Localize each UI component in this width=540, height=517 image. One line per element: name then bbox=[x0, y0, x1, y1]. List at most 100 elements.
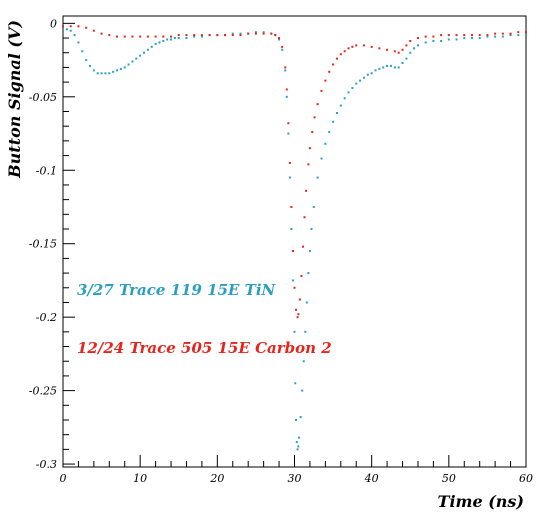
y-axis-ticks: 0 -0.05 -0.1 -0.15 -0.2 -0.25 -0.3 bbox=[29, 17, 75, 471]
data-point bbox=[332, 120, 335, 123]
data-point bbox=[193, 35, 196, 38]
data-point bbox=[108, 34, 111, 37]
data-point bbox=[285, 88, 288, 91]
data-point bbox=[116, 35, 119, 38]
data-point bbox=[104, 72, 107, 75]
data-point bbox=[231, 32, 234, 35]
data-point bbox=[173, 37, 176, 40]
data-point bbox=[308, 250, 311, 253]
data-point bbox=[135, 57, 138, 60]
data-point bbox=[247, 32, 250, 35]
data-point bbox=[486, 35, 489, 38]
data-point bbox=[224, 34, 227, 37]
data-point bbox=[320, 89, 323, 92]
data-point bbox=[300, 275, 303, 278]
data-point bbox=[370, 45, 373, 48]
data-point bbox=[291, 279, 294, 282]
data-point bbox=[293, 330, 296, 333]
data-point bbox=[177, 34, 180, 37]
data-point bbox=[478, 37, 481, 40]
data-point bbox=[382, 66, 385, 69]
y-axis-title: Button Signal (V) bbox=[5, 20, 24, 179]
data-point bbox=[139, 54, 142, 57]
data-point bbox=[362, 44, 365, 47]
data-point bbox=[413, 47, 416, 50]
data-point bbox=[162, 35, 165, 38]
data-point bbox=[409, 39, 412, 42]
x-tick-label: 20 bbox=[209, 472, 224, 485]
data-point bbox=[301, 389, 304, 392]
data-point bbox=[281, 45, 284, 48]
data-point bbox=[351, 45, 354, 48]
data-point bbox=[302, 360, 305, 363]
y-tick-label: -0.05 bbox=[29, 91, 57, 104]
data-point bbox=[116, 69, 119, 72]
data-point bbox=[62, 25, 64, 28]
data-point bbox=[154, 35, 157, 38]
data-point bbox=[296, 316, 299, 319]
x-tick-label: 0 bbox=[60, 472, 67, 485]
data-point bbox=[494, 32, 497, 35]
data-point bbox=[393, 66, 396, 69]
data-point bbox=[313, 116, 316, 119]
data-point bbox=[123, 35, 126, 38]
data-point bbox=[440, 34, 443, 37]
data-point bbox=[362, 76, 365, 79]
series-tin bbox=[62, 25, 527, 451]
data-point bbox=[166, 38, 169, 41]
data-point bbox=[216, 34, 219, 37]
data-point bbox=[119, 67, 122, 70]
data-point bbox=[295, 308, 298, 311]
data-point bbox=[312, 205, 315, 208]
data-point bbox=[239, 32, 242, 35]
data-point bbox=[324, 142, 327, 145]
data-point bbox=[274, 34, 277, 37]
data-point bbox=[77, 25, 80, 28]
data-point bbox=[85, 59, 88, 62]
data-point bbox=[517, 34, 520, 37]
data-point bbox=[285, 95, 288, 98]
data-point bbox=[96, 72, 99, 75]
data-point bbox=[455, 34, 458, 37]
data-point bbox=[112, 70, 115, 73]
legend-label-carbon: 12/24 Trace 505 15E Carbon 2 bbox=[77, 339, 332, 357]
data-point bbox=[305, 189, 308, 192]
data-point bbox=[320, 157, 323, 160]
data-point bbox=[295, 418, 298, 421]
data-point bbox=[92, 29, 95, 32]
data-point bbox=[77, 41, 80, 44]
data-point bbox=[131, 35, 134, 38]
data-point bbox=[310, 228, 313, 231]
data-point bbox=[287, 132, 290, 135]
data-point bbox=[69, 29, 72, 32]
data-point bbox=[339, 104, 342, 107]
data-point bbox=[311, 131, 314, 134]
data-point bbox=[424, 35, 427, 38]
data-point bbox=[409, 51, 412, 54]
data-point bbox=[501, 32, 504, 35]
data-point bbox=[294, 382, 297, 385]
data-point bbox=[343, 50, 346, 53]
data-point bbox=[100, 32, 103, 35]
data-point bbox=[162, 39, 165, 42]
legend-label-tin: 3/27 Trace 119 15E TiN bbox=[77, 281, 277, 299]
data-point bbox=[154, 42, 157, 45]
data-point bbox=[378, 67, 381, 70]
data-point bbox=[303, 216, 306, 219]
y-tick-label: 0 bbox=[50, 17, 57, 30]
data-point bbox=[287, 122, 290, 125]
data-point bbox=[177, 37, 180, 40]
data-point bbox=[316, 176, 319, 179]
data-point bbox=[158, 41, 161, 44]
data-point bbox=[328, 70, 331, 73]
data-point bbox=[332, 63, 335, 66]
y-tick-label: -0.3 bbox=[36, 458, 57, 471]
data-point bbox=[69, 25, 72, 28]
data-point bbox=[389, 64, 392, 67]
data-point bbox=[278, 38, 281, 41]
data-point bbox=[200, 35, 203, 38]
data-point bbox=[478, 34, 481, 37]
data-point bbox=[335, 57, 338, 60]
data-point bbox=[470, 37, 473, 40]
